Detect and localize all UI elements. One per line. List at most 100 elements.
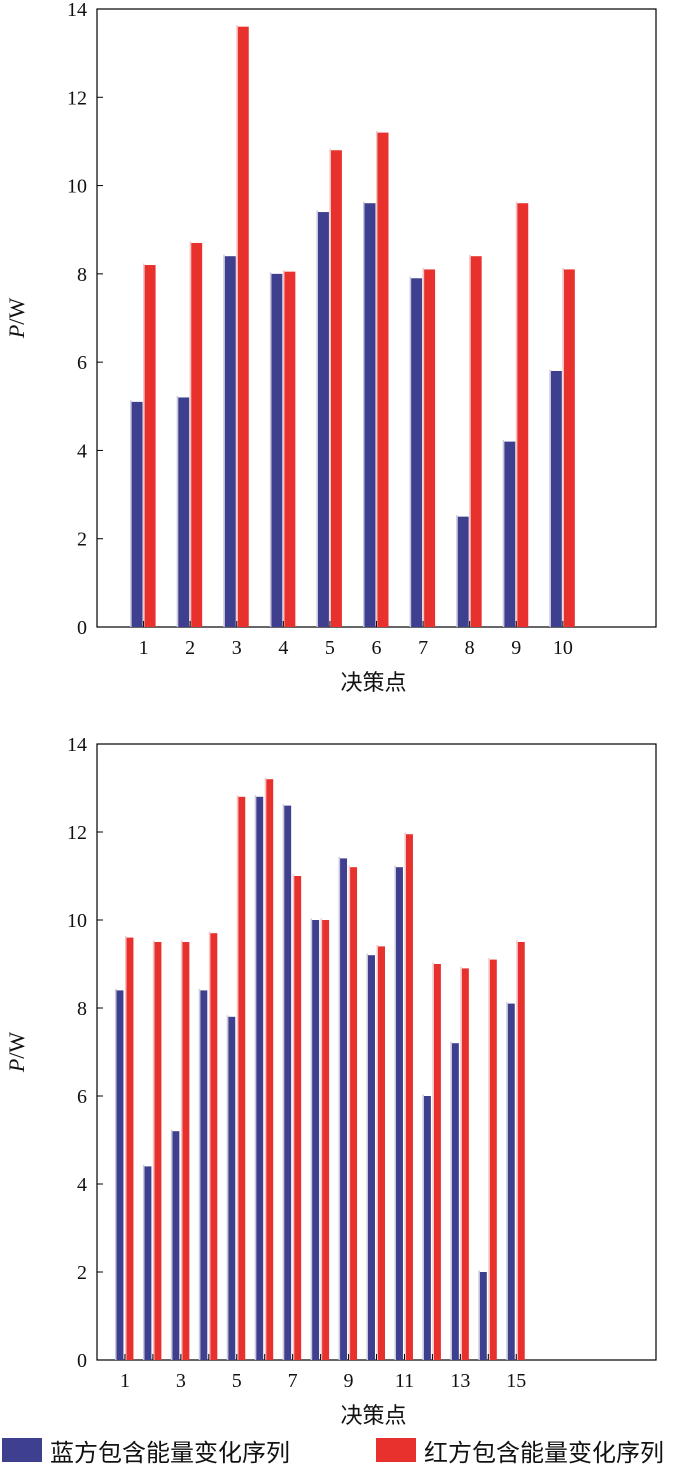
bar-blue (368, 955, 375, 1360)
bar-edge (176, 395, 179, 627)
bar-red (210, 933, 218, 1360)
bar-edge (198, 988, 201, 1360)
x-tick-label: 10 (553, 637, 573, 659)
x-tick-label: 3 (232, 637, 242, 659)
bar-red (330, 150, 342, 627)
bar-blue (411, 278, 423, 627)
bar-blue (271, 273, 283, 627)
bar-red (489, 959, 497, 1360)
bar-blue (131, 401, 143, 627)
bar-edge (254, 795, 257, 1360)
bar-blue (340, 858, 348, 1360)
x-tick-label: 5 (232, 1370, 242, 1392)
bar-blue (256, 796, 264, 1360)
bar-red (470, 256, 482, 627)
bar-edge (223, 254, 225, 627)
y-tick-label: 10 (67, 910, 87, 932)
bar-blue (228, 1016, 236, 1360)
bar-edge (506, 1002, 508, 1360)
x-tick-label: 5 (325, 637, 335, 659)
bar-blue (312, 920, 320, 1360)
bar-edge (422, 267, 425, 627)
bar-edge (363, 201, 365, 627)
bar-edge (320, 918, 323, 1360)
bar-edge (376, 131, 378, 627)
y-tick-label: 8 (77, 264, 87, 286)
bar-edge (114, 988, 117, 1360)
x-tick-label: 3 (176, 1370, 186, 1392)
bar-red (461, 968, 469, 1360)
y-tick-label: 0 (77, 1350, 87, 1372)
bar-blue (224, 256, 236, 627)
x-tick-label: 15 (506, 1370, 526, 1392)
legend-item-blue: 蓝方包含能量变化序列 (2, 1433, 290, 1467)
x-tick-label: 2 (185, 637, 195, 659)
bar-red (424, 269, 436, 627)
bar-red (563, 269, 575, 627)
bar-edge (142, 1164, 145, 1360)
y-tick-label: 14 (67, 0, 87, 21)
bar-edge (456, 515, 458, 627)
bar-edge (264, 777, 267, 1360)
bar-edge (422, 1094, 424, 1360)
y-axis-title: P/W (4, 298, 29, 340)
y-tick-label: 2 (77, 529, 87, 551)
legend-swatch-red (376, 1438, 416, 1462)
legend-swatch-blue (2, 1438, 42, 1462)
bar-edge (376, 944, 378, 1360)
x-tick-label: 1 (120, 1370, 130, 1392)
bar-edge (562, 267, 564, 627)
bar-red (182, 942, 190, 1360)
bar-edge (282, 804, 285, 1360)
y-tick-label: 10 (67, 176, 87, 198)
bar-red (377, 132, 389, 627)
x-tick-label: 11 (395, 1370, 414, 1392)
bar-edge (394, 865, 396, 1360)
x-tick-label: 4 (278, 637, 288, 659)
bar-blue (144, 1166, 152, 1360)
bar-edge (124, 936, 127, 1360)
bar-red (237, 26, 249, 627)
bar-edge (469, 254, 471, 627)
bar-blue (423, 1096, 431, 1360)
bar-edge (515, 201, 518, 627)
bar-red (294, 876, 302, 1360)
y-axis-title-symbol: P (4, 1059, 29, 1073)
bar-edge (460, 966, 462, 1360)
x-tick-label: 7 (288, 1370, 298, 1392)
x-tick-label: 9 (344, 1370, 354, 1392)
bar-blue (457, 516, 469, 627)
bar-edge (478, 1270, 480, 1360)
y-tick-label: 12 (67, 822, 87, 844)
bar-red (144, 265, 156, 627)
bar-edge (502, 440, 505, 627)
legend-label-blue: 蓝方包含能量变化序列 (50, 1438, 290, 1467)
bar-edge (338, 856, 341, 1360)
bar-edge (292, 874, 295, 1360)
bar-edge (143, 263, 145, 627)
bar-blue (504, 441, 516, 627)
bar-edge (208, 931, 211, 1360)
x-tick-label: 8 (465, 637, 475, 659)
bar-red (433, 964, 441, 1360)
bar-edge (348, 865, 351, 1360)
bar-red (322, 920, 330, 1360)
bar-red (284, 271, 296, 627)
bar-red (517, 203, 529, 627)
bar-blue (395, 867, 403, 1360)
bar-blue (178, 397, 190, 627)
bar-edge (130, 400, 132, 627)
y-axis-title-unit: /W (4, 1032, 29, 1059)
bar-edge (282, 270, 285, 627)
bar-edge (432, 962, 434, 1360)
bar-red (238, 796, 246, 1360)
legend: 蓝方包含能量变化序列 红方包含能量变化序列 (0, 1433, 700, 1467)
bar-blue (364, 203, 376, 627)
bar-red (378, 946, 385, 1360)
bar-blue (200, 990, 208, 1360)
bar-edge (310, 918, 313, 1360)
bar-edge (404, 832, 406, 1360)
bar-red (517, 942, 525, 1360)
